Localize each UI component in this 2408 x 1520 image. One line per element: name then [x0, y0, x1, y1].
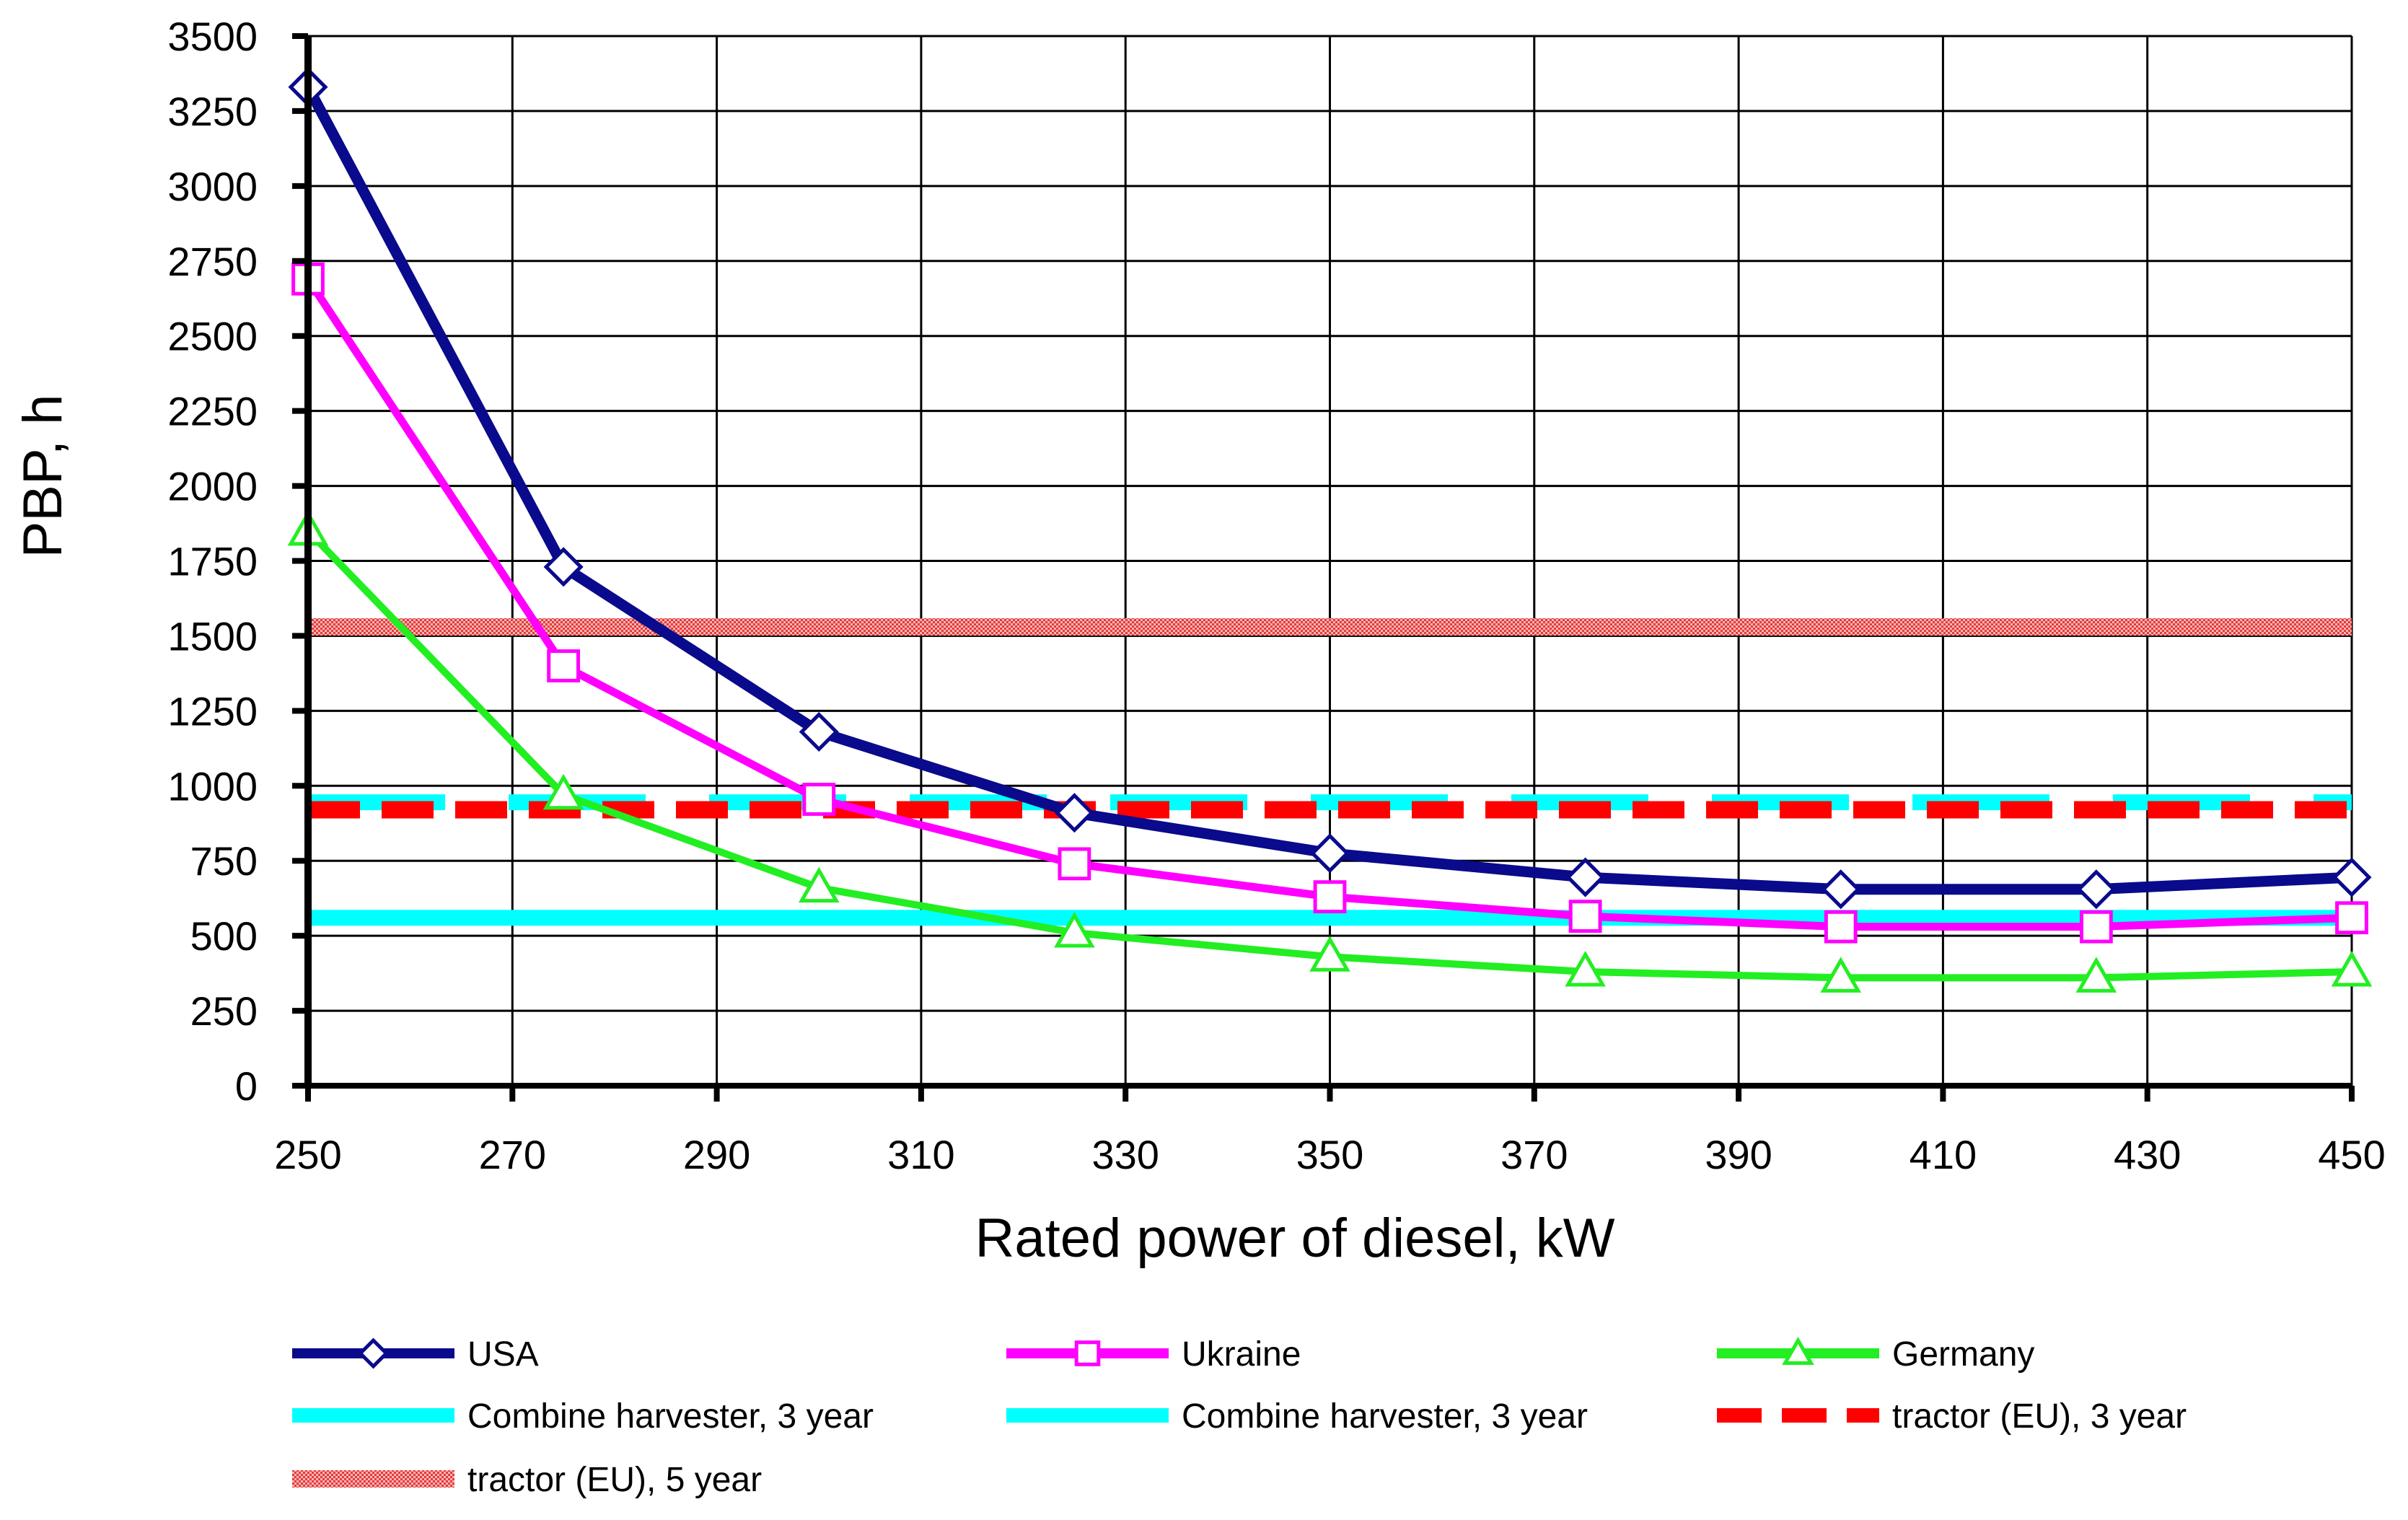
x-tick-label: 410 [1910, 1132, 1977, 1177]
legend-item: Germany [1717, 1335, 2034, 1374]
y-axis-title: PBP, h [12, 395, 74, 558]
legend-label: Combine harvester, 3 year [1182, 1397, 1588, 1436]
ukraine-marker [1313, 880, 1347, 913]
y-tick-label: 1000 [167, 763, 258, 809]
ukraine-marker [1074, 1340, 1101, 1366]
x-tick-label: 330 [1091, 1132, 1159, 1177]
usa-marker [2076, 869, 2117, 910]
x-tick-label: 290 [683, 1132, 750, 1177]
data-series [287, 67, 2373, 993]
legend-label: tractor (EU), 3 year [1892, 1397, 2187, 1436]
y-tick-label: 2000 [167, 464, 258, 509]
germany-marker [2075, 957, 2117, 993]
x-tick-label: 450 [2318, 1132, 2385, 1177]
y-tick-label: 3500 [167, 14, 258, 59]
y-tick-label: 1500 [167, 613, 258, 659]
legend-item: Ukraine [1006, 1335, 1301, 1374]
y-tick-label: 3000 [167, 164, 258, 209]
tractor-eu-5-year-line [308, 618, 2352, 636]
legend-label: Germany [1892, 1335, 2034, 1374]
y-tick-label: 500 [190, 913, 258, 959]
germany-marker [542, 773, 584, 810]
x-tick-label: 350 [1296, 1132, 1363, 1177]
ukraine-marker [1568, 900, 1602, 933]
usa-marker [1821, 869, 1861, 910]
y-tick-label: 2500 [167, 314, 258, 359]
legend-item: tractor (EU), 3 year [1717, 1397, 2187, 1436]
ukraine-marker [1058, 847, 1091, 881]
usa-marker [2332, 857, 2372, 897]
germany-marker [2331, 950, 2373, 987]
ukraine-marker [1824, 910, 1858, 944]
legend-item: Combine harvester, 3 year [292, 1397, 874, 1436]
x-tick-label: 310 [887, 1132, 954, 1177]
germany-marker [1820, 957, 1862, 993]
germany-marker [1309, 936, 1350, 972]
x-tick-label: 430 [2114, 1132, 2181, 1177]
y-tick-label: 1750 [167, 539, 258, 584]
legend-item: tractor (EU), 5 year [292, 1461, 762, 1499]
y-tick-label: 750 [190, 838, 258, 884]
usa-marker [799, 711, 839, 752]
y-tick-label: 3250 [167, 89, 258, 134]
axes [292, 33, 2355, 1102]
y-tick-label: 0 [235, 1063, 258, 1109]
usa-marker [357, 1337, 390, 1369]
x-axis-title: Rated power of diesel, kW [975, 1208, 1614, 1269]
germany-marker [1565, 950, 1606, 987]
x-tick-label: 370 [1500, 1132, 1568, 1177]
germany-marker [798, 866, 840, 903]
germany-marker [1054, 911, 1095, 948]
legend-label: USA [467, 1335, 539, 1374]
germany-marker [1782, 1336, 1814, 1365]
x-tick-label: 390 [1705, 1132, 1772, 1177]
usa-marker [1054, 793, 1094, 833]
x-tick-label: 250 [274, 1132, 341, 1177]
usa-marker [1565, 857, 1606, 897]
usa-marker [1309, 833, 1350, 874]
tick-labels: 0 250 500 750 1000 1250 1500 1750 2000 2250 2500 27… [167, 14, 2385, 1177]
legend: USA Ukraine Germany Combine harvester, 3 ye… [292, 1335, 2187, 1499]
legend-item: Combine harvester, 3 year [1006, 1397, 1588, 1436]
legend-item: USA [292, 1335, 539, 1374]
y-tick-label: 250 [190, 988, 258, 1034]
legend-label: Combine harvester, 3 year [467, 1397, 874, 1436]
legend-label: tractor (EU), 5 year [467, 1461, 762, 1499]
ukraine-marker [2335, 901, 2368, 935]
y-tick-label: 2250 [167, 389, 258, 434]
y-tick-label: 1250 [167, 688, 258, 734]
legend-swatch [292, 1470, 454, 1488]
ukraine-marker [547, 649, 581, 682]
legend-label: Ukraine [1182, 1335, 1301, 1374]
y-tick-label: 2750 [167, 239, 258, 284]
x-tick-label: 270 [479, 1132, 546, 1177]
usa-marker [543, 547, 584, 587]
ukraine-marker [2079, 910, 2113, 944]
ukraine-marker [802, 783, 836, 816]
